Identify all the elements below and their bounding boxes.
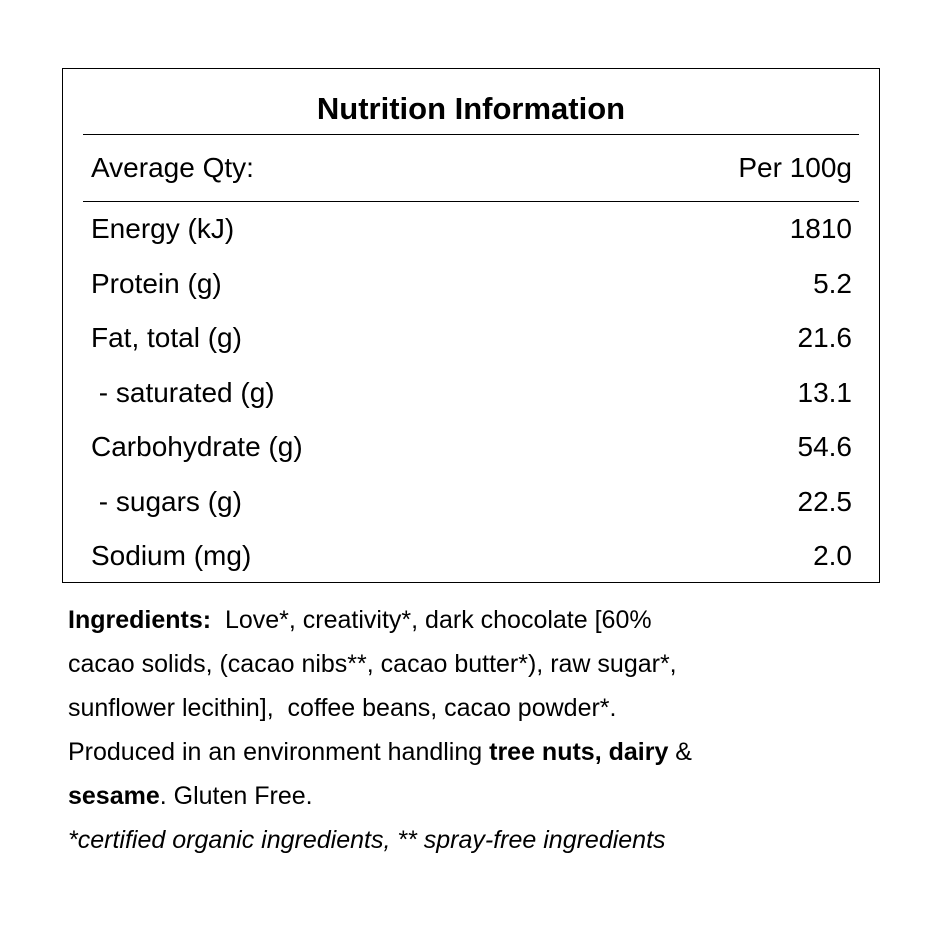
row-value: 1810 [789,213,852,244]
row-label: Fat, total (g) [91,322,242,353]
ingredient-line: sunflower lecithin], coffee beans, cacao… [68,688,692,732]
text-run: . Gluten Free. [159,782,313,810]
row-label: Sodium (mg) [91,540,252,571]
row-label: Carbohydrate (g) [91,431,303,462]
panel-title: Nutrition Information [316,91,626,126]
row-value: Per 100g [738,152,852,183]
text-run: Ingredients: [68,606,212,634]
row-value: 21.6 [797,322,853,353]
row-value: 5.2 [813,267,852,299]
title-rule [83,134,859,135]
nutrient-row: Fat, total (g) 21.6 [91,322,852,362]
nutrient-row: Sodium (mg) 2.0 [91,540,852,580]
row-value: 22.5 [797,485,853,517]
row-label: Energy (kJ) [91,213,235,244]
nutrient-row: Carbohydrate (g) 54.6 [91,431,852,471]
text-run: tree nuts, dairy [489,738,669,766]
header-row: Average Qty: Per 100g [91,152,852,192]
text-run: Love*, creativity*, dark chocolate [60% [211,606,652,634]
nutrient-row: Protein (g) 5.2 [91,268,852,308]
text-run: sesame [68,782,160,810]
row-label: Average Qty: [91,152,254,183]
ingredient-line: Ingredients: Love*, creativity*, dark ch… [68,600,692,644]
text-run: & [668,738,692,766]
ingredient-line: cacao solids, (cacao nibs**, cacao butte… [68,644,692,688]
header-rule [83,201,859,202]
row-label: Protein (g) [91,267,222,299]
ingredient-line: sesame. Gluten Free. [68,776,692,820]
row-value: 13.1 [797,376,853,408]
nutrition-panel: Nutrition Information Average Qty: Per 10… [62,68,880,583]
nutrient-row: - sugars (g) 22.5 [91,486,852,526]
row-label: - sugars (g) [91,485,242,517]
footnote: *certified organic ingredients, ** spray… [68,826,666,854]
nutrient-row: - saturated (g) 13.1 [91,377,852,417]
text-run: sunflower lecithin], coffee beans, cacao… [68,694,617,722]
text-run: cacao solids, (cacao nibs**, cacao butte… [68,650,677,678]
nutrient-row: Energy (kJ) 1810 [91,213,852,253]
ingredients: Ingredients: Love*, creativity*, dark ch… [68,600,692,864]
row-label: - saturated (g) [91,376,275,408]
ingredient-line: Produced in an environment handling tree… [68,732,692,776]
text-run: Produced in an environment handling [68,738,490,766]
row-value: 2.0 [813,540,852,571]
row-value: 54.6 [797,431,853,462]
